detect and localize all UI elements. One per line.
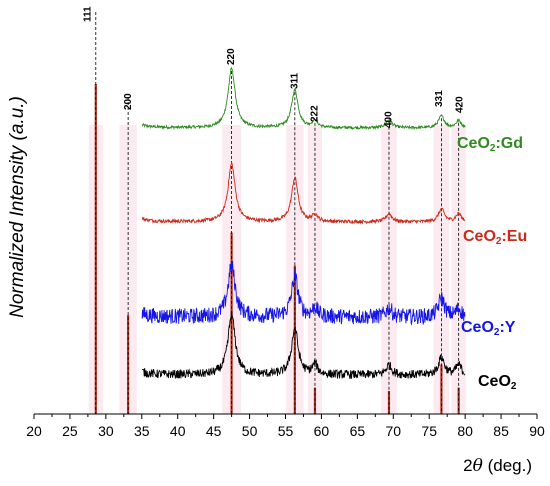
x-tick-label-65: 65 <box>350 423 366 439</box>
x-tick-label-35: 35 <box>134 423 150 439</box>
peak-label-311: 311 <box>289 72 300 89</box>
x-tick-label-40: 40 <box>170 423 186 439</box>
axes: 20 25 30 35 40 45 50 55 60 65 70 75 80 85 90 <box>26 413 545 439</box>
peak-label-400: 400 <box>384 111 395 128</box>
peak-guide-lines <box>95 12 460 414</box>
x-tick-label-85: 85 <box>493 423 509 439</box>
x-tick-label-60: 60 <box>314 423 330 439</box>
series-line-ceo2-y <box>141 260 466 326</box>
peak-label-222: 222 <box>310 105 321 122</box>
x-tick-label-75: 75 <box>421 423 437 439</box>
reference-sticks <box>94 84 460 414</box>
peak-label-220: 220 <box>226 48 237 65</box>
peak-label-331: 331 <box>434 90 445 107</box>
x-tick-label-25: 25 <box>62 423 78 439</box>
series-line-ceo2-eu <box>141 161 466 225</box>
x-tick-label-55: 55 <box>278 423 294 439</box>
peak-label-420: 420 <box>454 96 465 113</box>
x-tick-label-30: 30 <box>98 423 114 439</box>
peak-label-111: 111 <box>82 6 93 22</box>
x-tick-label-90: 90 <box>529 423 545 439</box>
peak-label-200: 200 <box>123 93 134 110</box>
x-tick-label-50: 50 <box>242 423 258 439</box>
x-tick-label-80: 80 <box>457 423 473 439</box>
x-axis-title: 2θ (deg.) <box>463 456 532 476</box>
series-label-ceo2-eu: CeO2:Eu <box>463 228 528 247</box>
x-tick-label-45: 45 <box>206 423 222 439</box>
diffraction-series <box>141 66 466 379</box>
x-tick-label-20: 20 <box>26 423 42 439</box>
series-label-ceo2-gd: CeO2:Gd <box>457 135 524 154</box>
series-line-ceo2-gd <box>141 66 466 131</box>
series-label-ceo2-y: CeO2:Y <box>461 319 516 338</box>
series-line-ceo2 <box>141 310 466 379</box>
series-label-ceo2: CeO2 <box>478 373 517 392</box>
peak-index-labels: 111 200 220 311 222 400 331 420 <box>82 6 465 128</box>
x-tick-label-70: 70 <box>385 423 401 439</box>
